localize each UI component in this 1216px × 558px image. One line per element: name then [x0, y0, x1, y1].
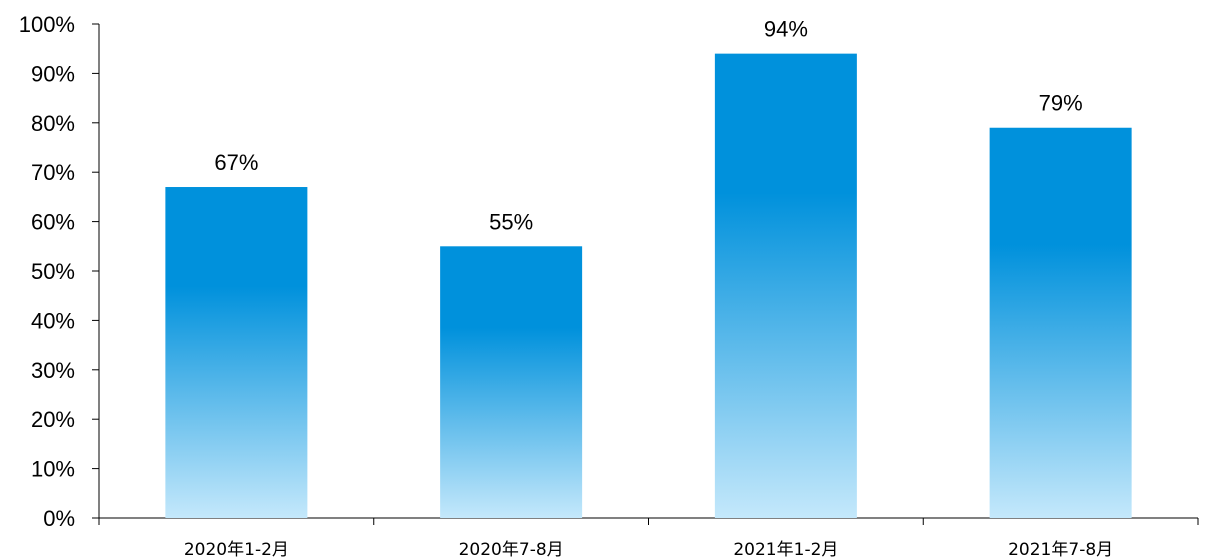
- x-tick-label: 2021年7-8月: [1008, 540, 1113, 558]
- bar: [165, 187, 308, 518]
- x-tick-label: 2020年7-8月: [459, 540, 564, 558]
- data-labels: 67% 55% 94% 79%: [214, 17, 1082, 235]
- y-axis: 0% 10% 20% 30% 40% 50% 60% 70% 80% 90% 100%: [19, 12, 100, 531]
- y-tick-label: 10%: [31, 457, 75, 482]
- data-label: 79%: [1039, 91, 1083, 116]
- x-tick-label: 2020年1-2月: [184, 540, 289, 558]
- data-label: 55%: [489, 209, 533, 234]
- bar: [989, 127, 1132, 519]
- data-label: 67%: [214, 150, 258, 175]
- y-tick-label: 80%: [31, 111, 75, 136]
- y-tick-label: 40%: [31, 308, 75, 333]
- y-tick-label: 0%: [43, 506, 75, 531]
- y-tick-label: 90%: [31, 61, 75, 86]
- x-axis: 2020年1-2月 2020年7-8月 2021年1-2月 2021年7-8月: [98, 517, 1199, 558]
- bar: [440, 246, 583, 519]
- y-tick-label: 100%: [19, 12, 75, 37]
- y-tick-label: 30%: [31, 358, 75, 383]
- y-tick-label: 60%: [31, 210, 75, 235]
- bar: [714, 53, 857, 518]
- x-tick-label: 2021年1-2月: [733, 540, 838, 558]
- y-tick-label: 70%: [31, 160, 75, 185]
- y-tick-label: 50%: [31, 259, 75, 284]
- y-tick-label: 20%: [31, 407, 75, 432]
- bars: [165, 53, 1132, 519]
- data-label: 94%: [764, 17, 808, 42]
